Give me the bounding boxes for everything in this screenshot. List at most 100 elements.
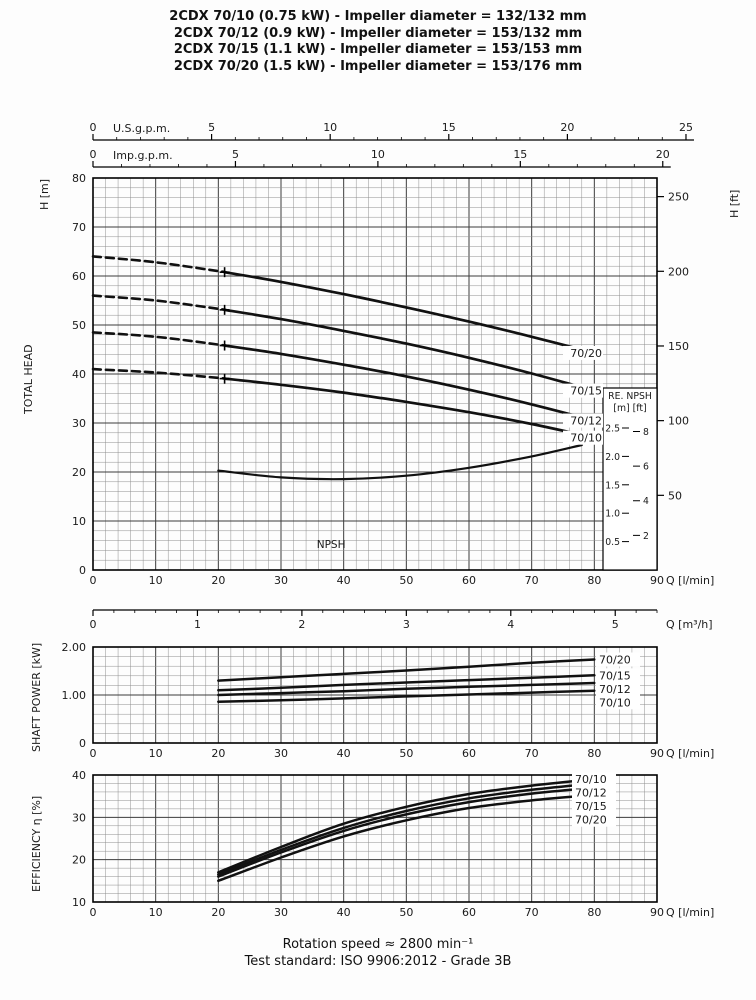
efficiency-curve-70/10 [217, 777, 596, 874]
npsh-box-units: [m] [ft] [613, 403, 646, 414]
chart-frame [92, 774, 658, 903]
ft-tick-label: 50 [668, 489, 682, 502]
npsh-label: NPSH [317, 539, 346, 551]
efficiency-axis-title: EFFICIENCY η [%] [30, 795, 43, 892]
chart-frame [563, 383, 603, 398]
x-tick-label: 30 [274, 906, 288, 919]
m3h-tick-label: 5 [612, 618, 619, 631]
gpm-tick-label: 10 [323, 121, 337, 134]
curve-label-70/20: 70/20 [570, 347, 602, 360]
y-tick-label: 0 [79, 564, 86, 577]
npsh-m-tick: 1.0 [605, 509, 620, 520]
curve-label-70/12: 70/12 [599, 683, 631, 696]
npsh-box-title: RE. NPSH [608, 391, 652, 402]
gpm-tick-label: 25 [679, 121, 693, 134]
curve-label-70/15: 70/15 [575, 800, 607, 813]
title-line: 2CDX 70/10 (0.75 kW) - Impeller diameter… [169, 9, 587, 24]
x-tick-label: 90 [650, 747, 664, 760]
chart-frame [563, 345, 603, 360]
gpm-tick-label: 0 [90, 148, 97, 161]
x-tick-label: 0 [90, 574, 97, 587]
curve-label-70/10: 70/10 [599, 696, 631, 709]
head-curve-70/12 [223, 344, 596, 422]
x-tick-label: 20 [211, 747, 225, 760]
efficiency-curve-70/20 [217, 793, 596, 883]
flow-m3h-label: Q [m³/h] [666, 618, 713, 631]
npsh-m-tick: 2.5 [605, 424, 620, 435]
npsh-ft-tick: 6 [643, 462, 649, 473]
x-tick-label: 0 [90, 747, 97, 760]
curve-label-70/12: 70/12 [570, 415, 602, 428]
shaft-power-axis-title: SHAFT POWER [kW] [30, 642, 43, 752]
curve-label-70/10: 70/10 [575, 773, 607, 786]
chart-frame [596, 695, 640, 710]
x-tick-label: 70 [525, 906, 539, 919]
power-curve-70/20 [217, 658, 596, 682]
head-curve-dashed-70/15 [91, 294, 227, 312]
x-tick-label: 10 [149, 906, 163, 919]
title-line: 2CDX 70/20 (1.5 kW) - Impeller diameter … [173, 58, 583, 74]
ft-tick-label: 150 [668, 340, 689, 353]
x-tick-label: 40 [337, 747, 351, 760]
x-tick-label: 50 [399, 574, 413, 587]
chart-frame [572, 799, 616, 814]
m3h-tick-label: 2 [298, 618, 305, 631]
total-head-axis-title: TOTAL HEAD [22, 344, 35, 414]
title-block: 2CDX 70/10 (0.75 kW) - Impeller diameter… [0, 9, 756, 75]
m3h-tick-label: 3 [403, 618, 410, 631]
y-tick-label: 30 [72, 811, 86, 824]
x-tick-label: 50 [399, 906, 413, 919]
y-tick-label: 10 [72, 896, 86, 909]
head-curve-70/10 [223, 377, 596, 440]
gpm-tick-label: 15 [442, 121, 456, 134]
x-tick-label: 80 [587, 574, 601, 587]
x-tick-label: 50 [399, 747, 413, 760]
gpm-tick-label: 20 [560, 121, 574, 134]
y-tick-label: 10 [72, 515, 86, 528]
title-line: 2CDX 70/12 (0.9 kW) - Impeller diameter … [173, 25, 583, 41]
gpm-tick-label: 10 [371, 148, 385, 161]
y-tick-label: 60 [72, 270, 86, 283]
head-ft-axis-label: H [ft] [728, 189, 741, 218]
m3h-tick-label: 0 [90, 618, 97, 631]
x-tick-label: 10 [149, 747, 163, 760]
npsh-ft-tick: 2 [643, 531, 649, 542]
head-curve-70/15 [223, 308, 596, 393]
y-tick-label: 80 [72, 172, 86, 185]
y-tick-label: 70 [72, 221, 86, 234]
y-tick-label: 1.00 [62, 689, 87, 702]
npsh-m-tick: 1.5 [605, 480, 620, 491]
chart-frame [563, 430, 603, 445]
test-standard-note: Test standard: ISO 9906:2012 - Grade 3B [244, 954, 512, 969]
ft-tick-label: 100 [668, 415, 689, 428]
chart-frame [92, 646, 658, 744]
efficiency-curve-70/15 [217, 786, 596, 878]
y-tick-label: 40 [72, 769, 86, 782]
x-tick-label: 0 [90, 906, 97, 919]
npsh-ft-tick: 8 [643, 427, 649, 438]
gpm-tick-label: 5 [208, 121, 215, 134]
m3h-tick-label: 1 [194, 618, 201, 631]
y-tick-label: 2.00 [62, 641, 87, 654]
head-curve-70/20 [223, 270, 596, 355]
y-tick-label: 30 [72, 417, 86, 430]
x-tick-label: 60 [462, 906, 476, 919]
footer-block: Rotation speed ≈ 2800 min⁻¹ Test standar… [0, 936, 756, 970]
x-tick-label: 30 [274, 574, 288, 587]
m3h-tick-label: 4 [507, 618, 514, 631]
chart-frame [596, 681, 640, 696]
power-curve-70/15 [217, 674, 596, 692]
npsh-curve [217, 443, 583, 481]
curve-label-70/15: 70/15 [570, 385, 602, 398]
y-tick-label: 40 [72, 368, 86, 381]
x-tick-label: 60 [462, 747, 476, 760]
curve-label-70/20: 70/20 [575, 814, 607, 827]
flow-lmin-label-efficiency: Q [l/min] [666, 906, 715, 919]
x-tick-label: 80 [587, 906, 601, 919]
x-tick-label: 20 [211, 906, 225, 919]
x-tick-label: 10 [149, 574, 163, 587]
chart-frame [572, 812, 616, 827]
x-tick-label: 30 [274, 747, 288, 760]
power-curve-70/10 [217, 689, 596, 703]
